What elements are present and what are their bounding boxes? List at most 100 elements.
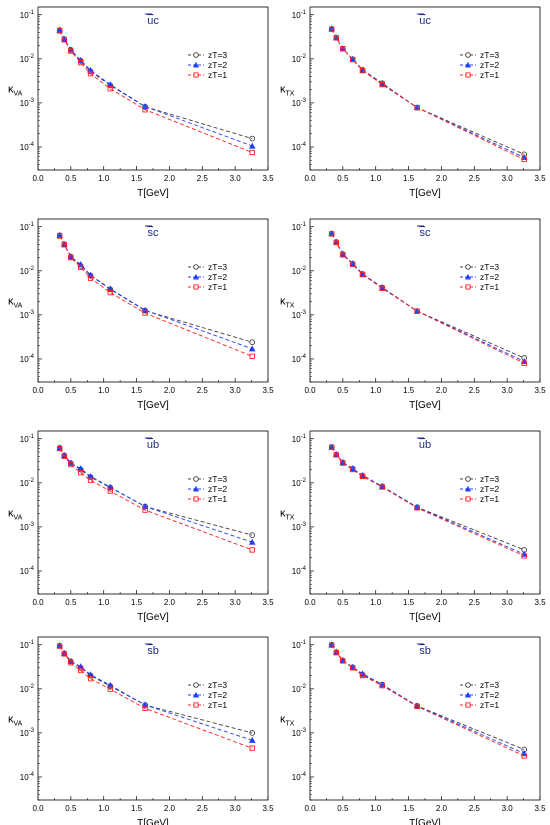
y-axis-label-sub: TX [286, 303, 295, 310]
x-tick-label: 0.0 [32, 804, 44, 813]
x-tick-label: 2.5 [197, 804, 209, 813]
data-point [359, 66, 366, 73]
data-point [249, 547, 255, 553]
data-point [339, 459, 347, 465]
data-point [87, 477, 94, 483]
data-point [61, 242, 67, 248]
y-axis-label-sub: TX [286, 515, 295, 522]
y-tick-label: 10-1 [20, 640, 35, 650]
y-tick-label: 10-1 [292, 222, 307, 232]
plot-frame [309, 636, 541, 801]
y-tick-label: 10-3 [292, 522, 307, 532]
x-axis-label: T[GeV] [137, 818, 169, 825]
data-point [57, 233, 63, 239]
data-point [249, 730, 256, 736]
y-tick-label: 10-3 [20, 98, 35, 108]
data-point [340, 460, 346, 466]
x-tick-label: 1.5 [403, 174, 415, 183]
panel-title: sb [419, 645, 431, 657]
legend-marker [464, 691, 472, 698]
y-tick-exponent: -2 [301, 684, 307, 690]
y-tick-mantissa: 10 [292, 685, 301, 694]
data-point [61, 453, 67, 459]
legend-marker [465, 496, 471, 502]
legend-marker [192, 61, 200, 68]
data-point [248, 736, 256, 743]
x-axis-label: T[GeV] [409, 188, 441, 199]
panel-title: uc [147, 15, 159, 27]
x-tick-label: 3.0 [502, 804, 514, 813]
panel-title-quark: b [425, 439, 431, 451]
y-tick-mantissa: 10 [292, 729, 301, 738]
legend-label: zT=1 [480, 282, 499, 292]
x-tick-label: 1.5 [131, 174, 143, 183]
y-tick-exponent: -3 [29, 98, 35, 104]
legend-marker [464, 61, 472, 68]
x-axis-label: T[GeV] [137, 188, 169, 199]
chart-panel-3: 0.0 0.5 1.0 1.5 2.0 2.5 3.0 3.510-410-310-210-1… [8, 218, 274, 411]
y-tick-mantissa: 10 [292, 11, 301, 20]
x-tick-label: 0.5 [337, 174, 349, 183]
data-point [359, 473, 366, 480]
data-point [68, 660, 74, 666]
legend-marker [465, 702, 471, 708]
panel-title-quark: c [425, 15, 431, 27]
y-tick-label: 10-3 [292, 98, 307, 108]
y-tick-exponent: -4 [301, 354, 307, 360]
x-tick-label: 1.5 [403, 804, 415, 813]
x-tick-label: 1.0 [98, 174, 110, 183]
y-tick-mantissa: 10 [20, 99, 29, 108]
x-tick-label: 3.5 [262, 598, 274, 607]
data-point [77, 663, 85, 670]
y-tick-mantissa: 10 [20, 223, 29, 232]
y-tick-exponent: -2 [301, 266, 307, 272]
legend-label: zT=1 [208, 494, 227, 504]
legend-label: zT=3 [208, 50, 227, 60]
legend-marker [193, 702, 199, 708]
y-axis-label-sub: VA [14, 721, 23, 728]
y-axis-label: κTX [280, 296, 295, 310]
series-line-zT1 [331, 28, 525, 160]
x-tick-label: 0.5 [337, 386, 349, 395]
legend-label: zT=1 [480, 700, 499, 710]
x-tick-label: 1.0 [370, 598, 382, 607]
y-tick-mantissa: 10 [292, 479, 301, 488]
y-axis-label-main: κ [280, 84, 286, 96]
y-tick-label: 10-4 [292, 354, 307, 364]
x-tick-label: 2.5 [469, 174, 481, 183]
legend-label: zT=3 [480, 680, 499, 690]
y-tick-mantissa: 10 [292, 55, 301, 64]
data-point [379, 683, 385, 689]
data-point [378, 681, 386, 688]
y-tick-label: 10-3 [20, 522, 35, 532]
plot-frame [309, 430, 541, 595]
x-tick-label: 2.0 [164, 598, 176, 607]
legend-marker [464, 485, 472, 492]
legend-marker [193, 496, 199, 502]
series-line-zT1 [59, 645, 253, 749]
data-point [248, 345, 256, 352]
y-tick-label: 10-1 [20, 10, 35, 20]
x-tick-label: 0.5 [65, 598, 77, 607]
y-tick-exponent: -3 [29, 310, 35, 316]
data-point [87, 71, 94, 77]
data-point [68, 48, 74, 54]
data-point [78, 264, 84, 270]
x-tick-label: 2.5 [197, 598, 209, 607]
y-tick-label: 10-4 [292, 772, 307, 782]
data-point [87, 472, 94, 479]
data-point [68, 461, 74, 468]
series-line-zT2 [331, 446, 525, 555]
x-tick-label: 3.5 [534, 386, 546, 395]
x-tick-label: 0.5 [337, 804, 349, 813]
chart-panel-8: 0.0 0.5 1.0 1.5 2.0 2.5 3.0 3.510-410-310-210-1… [280, 636, 546, 825]
y-tick-exponent: -1 [301, 640, 307, 646]
y-axis-label: κTX [280, 508, 295, 522]
y-tick-label: 10-2 [20, 478, 35, 488]
y-axis-label-main: κ [8, 508, 14, 520]
legend-marker [193, 682, 199, 688]
panel-title-antiquark: u [419, 439, 425, 451]
y-tick-mantissa: 10 [292, 641, 301, 650]
y-tick-label: 10-3 [20, 728, 35, 738]
